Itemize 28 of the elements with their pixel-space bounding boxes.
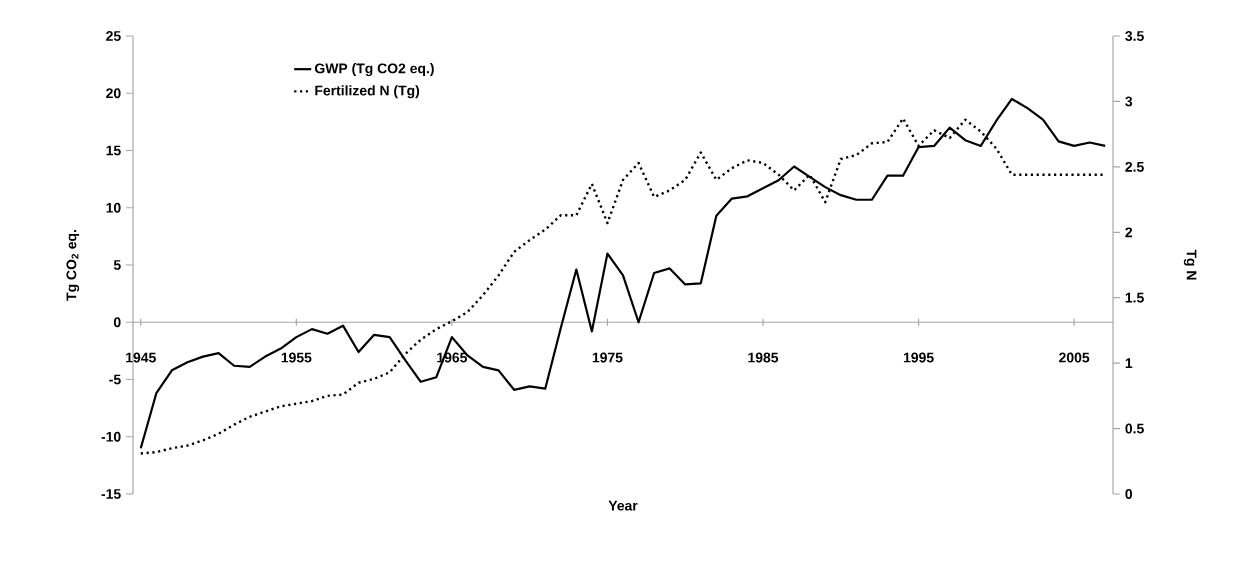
y-tick-label: -5 [109,374,121,385]
y-tick-label: 5 [113,260,121,270]
y-tick-label: 20 [106,88,121,99]
x-tick-label: 1975 [592,352,623,363]
y-axis-title: Tg CO$_{2}$ eq. [66,230,80,301]
legend-label: GWP (Tg CO2 eq.) [314,63,434,77]
x-tick-label: 1995 [903,352,934,363]
y2-tick-label: 2 [1125,227,1133,238]
y2-tick-label: 2.5 [1125,161,1144,172]
x-tick-label: 1945 [126,352,156,363]
y2-tick-label: 1 [1125,358,1133,368]
y-tick-label: 25 [106,31,121,41]
y-tick-label: 10 [106,202,121,213]
y2-tick-label: 3.5 [1125,31,1144,41]
y-tick-label: -10 [101,431,121,442]
x-tick-label: 2005 [1059,352,1090,363]
x-tick-label: 1955 [281,352,312,363]
x-tick-label: 1985 [748,352,779,363]
y-tick-label: -15 [101,489,121,499]
y2-tick-label: 0 [1125,489,1133,499]
y-tick-label: 0 [113,317,121,328]
y2-tick-label: 3 [1125,96,1133,107]
y2-axis-title: Tg N [1183,249,1197,280]
y-tick-label: 15 [106,145,121,156]
y2-tick-label: 1.5 [1125,292,1144,303]
legend-label: Fertilized N (Tg) [315,85,420,99]
x-axis-title: Year [608,500,638,511]
y2-tick-label: 0.5 [1125,423,1144,434]
